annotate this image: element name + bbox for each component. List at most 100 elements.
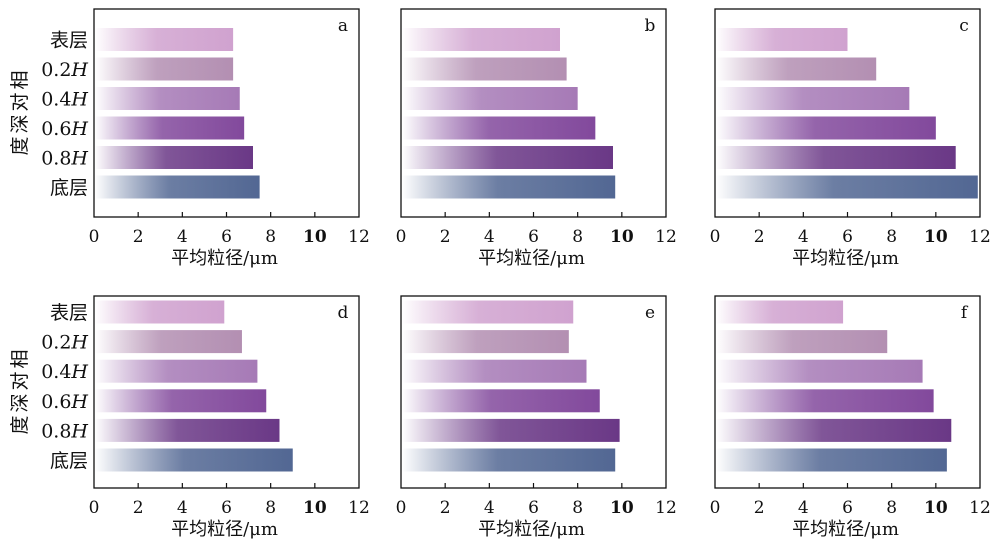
bar-a-0 — [95, 28, 234, 51]
x-tick-label: 2 — [754, 227, 765, 247]
x-tick-label: 2 — [754, 498, 765, 518]
bar-d-3 — [95, 389, 267, 413]
panel-letter: a — [338, 16, 348, 36]
x-tick-label: 12 — [655, 498, 677, 518]
y-tick-label: 底层 — [50, 177, 88, 199]
y-tick-label: 0.6H — [41, 118, 88, 140]
x-tick-label: 2 — [440, 227, 451, 247]
x-tick-label: 6 — [221, 498, 232, 518]
panel-letter: e — [645, 303, 655, 323]
y-tick-label: 0.4H — [41, 361, 88, 383]
x-tick-label: 6 — [842, 498, 853, 518]
y-tick-label: 0.8H — [41, 420, 88, 442]
x-tick-label: 4 — [484, 498, 495, 518]
x-tick-label: 0 — [89, 227, 100, 247]
x-tick-label: 8 — [265, 498, 276, 518]
x-axis-label: 平均粒径/μm — [792, 519, 899, 540]
bar-d-0 — [95, 300, 225, 324]
x-tick-label: 2 — [133, 498, 144, 518]
bar-d-5 — [95, 448, 293, 472]
bar-a-5 — [95, 175, 260, 199]
bar-b-1 — [402, 57, 567, 81]
bar-c-2 — [716, 87, 910, 110]
x-tick-label: 2 — [133, 227, 144, 247]
panel-letter: f — [961, 303, 969, 323]
y-tick-label: 0.2H — [41, 59, 88, 81]
bar-e-0 — [402, 300, 574, 324]
y-tick-label: 0.8H — [41, 148, 88, 170]
bar-b-0 — [402, 28, 560, 51]
bar-b-5 — [402, 175, 616, 199]
bar-e-1 — [402, 330, 569, 354]
x-tick-label: 12 — [969, 227, 991, 247]
x-tick-label: 12 — [348, 227, 370, 247]
x-tick-label: 6 — [528, 227, 539, 247]
y-tick-label: 底层 — [50, 450, 88, 472]
x-tick-label: 10 — [610, 227, 634, 247]
bar-a-3 — [95, 116, 245, 140]
x-tick-label: 8 — [572, 498, 583, 518]
y-axis-label-char: 相 — [9, 349, 31, 368]
panel-letter: d — [338, 303, 349, 323]
x-tick-label: 4 — [798, 498, 809, 518]
y-axis-label-char: 深 — [9, 393, 31, 412]
x-tick-label: 8 — [572, 227, 583, 247]
x-tick-label: 6 — [528, 498, 539, 518]
panel-c: 0 2 4 6 8 10 12 平均粒径/μm c — [710, 8, 991, 269]
x-tick-label: 12 — [348, 498, 370, 518]
x-tick-label: 4 — [177, 498, 188, 518]
x-tick-label: 12 — [655, 227, 677, 247]
x-tick-label: 8 — [886, 227, 897, 247]
bar-a-1 — [95, 57, 234, 81]
panel-d: 表层 0.2H 0.4H 0.6H 0.8H 底层 0 2 4 6 8 10 12 平均粒径/μm d 相对深… — [9, 295, 370, 540]
bar-c-1 — [716, 57, 877, 81]
bar-b-2 — [402, 87, 578, 110]
bar-f-0 — [716, 300, 844, 324]
bar-c-3 — [716, 116, 936, 140]
x-tick-label: 0 — [396, 498, 407, 518]
y-axis-label-char: 对 — [9, 92, 31, 111]
bar-f-3 — [716, 389, 934, 413]
y-tick-label: 表层 — [50, 302, 88, 324]
bar-d-2 — [95, 359, 258, 383]
bar-a-2 — [95, 87, 240, 110]
bar-f-1 — [716, 330, 888, 354]
x-tick-label: 8 — [886, 498, 897, 518]
panel-f: 0 2 4 6 8 10 12 平均粒径/μm f — [710, 295, 991, 540]
y-tick-label: 0.2H — [41, 332, 88, 354]
bar-d-1 — [95, 330, 242, 354]
y-axis-label-char: 度 — [9, 415, 31, 434]
panel-a: 表层 0.2H 0.4H 0.6H 0.8H 底层 0 2 4 6 8 10 12 平均粒径/μm a 相对深… — [9, 8, 370, 269]
y-tick-label: 0.6H — [41, 391, 88, 413]
y-axis-label-char: 深 — [9, 114, 31, 133]
x-tick-label: 4 — [177, 227, 188, 247]
x-tick-label: 10 — [303, 498, 327, 518]
x-tick-label: 10 — [924, 498, 948, 518]
y-tick-label: 表层 — [50, 30, 88, 52]
y-axis-label-char: 度 — [9, 136, 31, 155]
x-tick-label: 6 — [842, 227, 853, 247]
bar-e-2 — [402, 359, 587, 383]
bar-f-5 — [716, 448, 947, 472]
panel-letter: b — [645, 16, 656, 36]
x-tick-label: 0 — [710, 227, 721, 247]
x-axis-label: 平均粒径/μm — [478, 519, 585, 540]
y-axis-label-char: 对 — [9, 371, 31, 390]
bar-c-0 — [716, 28, 848, 51]
x-tick-label: 4 — [484, 227, 495, 247]
bar-a-4 — [95, 146, 253, 169]
x-tick-label: 10 — [303, 227, 327, 247]
bar-c-5 — [716, 175, 978, 199]
x-axis-label: 平均粒径/μm — [171, 519, 278, 540]
x-tick-label: 2 — [440, 498, 451, 518]
x-tick-label: 8 — [265, 227, 276, 247]
bar-e-4 — [402, 418, 620, 442]
bar-c-4 — [716, 146, 956, 169]
x-tick-label: 10 — [924, 227, 948, 247]
bar-b-4 — [402, 146, 613, 169]
panel-letter: c — [959, 16, 969, 36]
bar-d-4 — [95, 418, 280, 442]
x-tick-label: 4 — [798, 227, 809, 247]
x-tick-label: 10 — [610, 498, 634, 518]
